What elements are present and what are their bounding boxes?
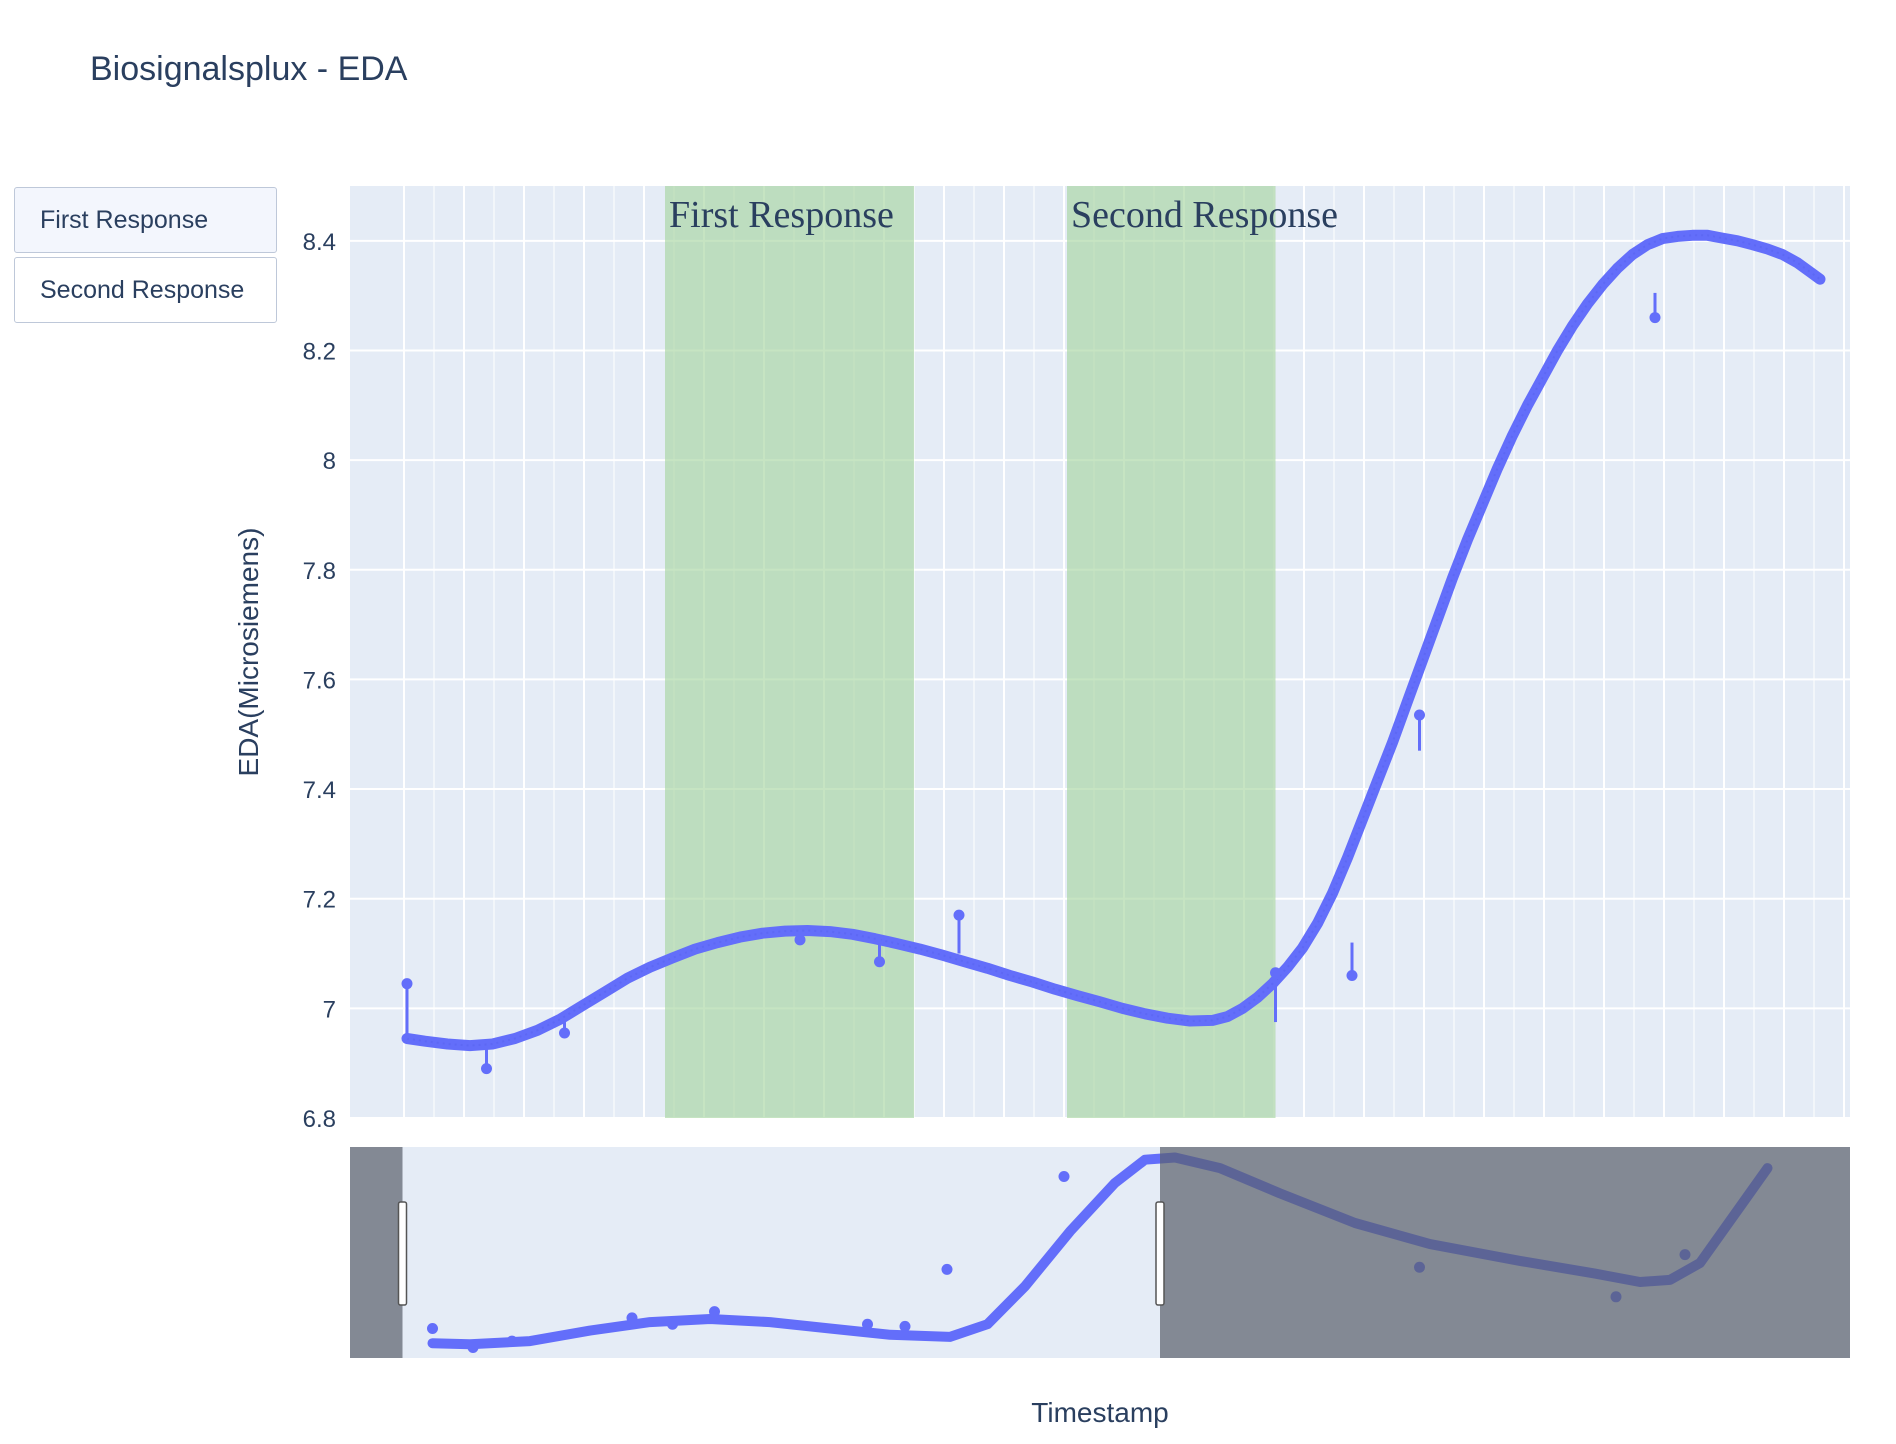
second-response-button[interactable]: Second Response [14,257,277,323]
highlight-label-1: First Response [669,194,894,236]
rangeslider-marker [427,1322,438,1334]
rangeslider-marker [899,1320,911,1332]
spike-marker [794,934,806,946]
rangeslider-marker [667,1318,678,1330]
rangeslider-marker [467,1341,479,1353]
rangeslider-marker [506,1335,518,1347]
rangeslider-marker [626,1312,638,1324]
spike-marker [874,956,885,968]
spike-marker [1270,967,1281,979]
spike-marker [1649,312,1661,324]
rangeslider-marker [941,1263,953,1275]
y-tick-label: 7.4 [303,777,336,804]
y-tick-label: 7.8 [303,558,336,585]
first-response-button[interactable]: First Response [14,187,277,253]
y-tick-label: 8 [323,448,336,475]
y-tick-label: 8.4 [303,229,336,256]
spike-marker [1414,709,1425,721]
rangeslider-marker [709,1306,720,1318]
spike-marker [559,1027,570,1039]
y-axis-title: EDA(Microsiemens) [233,528,264,777]
spike-marker [1346,969,1358,981]
x-axis-title: Timestamp [1031,1397,1168,1428]
rangeslider-marker [1058,1171,1070,1183]
rangeslider-mask-left [350,1147,403,1358]
spike-marker [401,978,413,990]
rangeslider-handle-right[interactable] [1155,1201,1165,1306]
chart-title: Biosignalsplux - EDA [90,50,408,88]
y-tick-label: 7.6 [303,667,336,694]
eda-series [401,229,1826,1075]
rangeslider-mask-right [1160,1147,1850,1358]
highlight-region-1 [665,186,914,1118]
y-tick-label: 8.2 [303,338,336,365]
highlight-label-2: Second Response [1071,194,1338,236]
y-tick-label: 6.8 [303,1106,336,1133]
rangeslider-handle-left[interactable] [397,1201,408,1306]
y-tick-label: 7.2 [303,887,336,914]
eda-line-markers [406,234,1821,1047]
y-tick-label: 7 [323,996,336,1023]
rangeslider-marker [862,1318,873,1330]
spike-marker [953,909,965,921]
spike-marker [481,1063,492,1075]
highlight-region-2 [1067,186,1276,1118]
